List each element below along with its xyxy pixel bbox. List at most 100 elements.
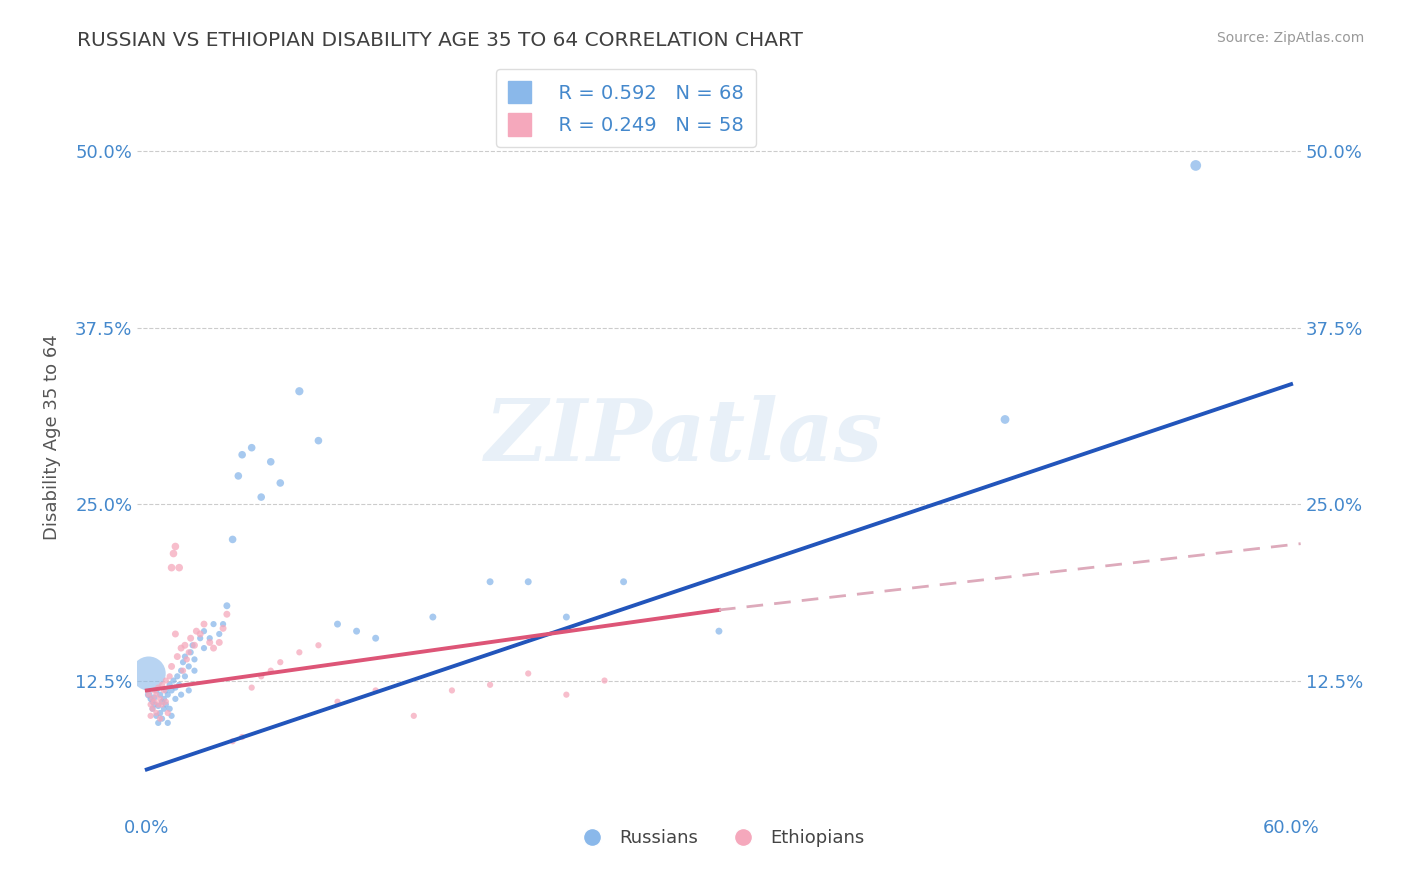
Point [156, 706, 179, 720]
Point [165, 692, 187, 706]
Point [180, 645, 202, 659]
Point [188, 627, 211, 641]
Point [165, 627, 187, 641]
Point [143, 683, 166, 698]
Point [177, 659, 200, 673]
Point [138, 666, 160, 681]
Point [167, 678, 190, 692]
Point [326, 617, 349, 632]
Point [269, 475, 291, 490]
Text: RUSSIAN VS ETHIOPIAN DISABILITY AGE 35 TO 64 CORRELATION CHART: RUSSIAN VS ETHIOPIAN DISABILITY AGE 35 T… [77, 31, 803, 50]
Point [517, 574, 540, 589]
Point [150, 698, 173, 712]
Point [141, 695, 163, 709]
Point [170, 664, 193, 678]
Point [240, 441, 263, 455]
Point [221, 734, 243, 748]
Point [260, 664, 283, 678]
Point [188, 631, 211, 645]
Point [479, 574, 502, 589]
Point [155, 695, 177, 709]
Point [269, 655, 291, 669]
Point [166, 669, 188, 683]
Point [180, 631, 202, 645]
Point [149, 692, 172, 706]
Point [202, 617, 225, 632]
Point [208, 635, 231, 649]
Point [141, 702, 163, 716]
Point [155, 698, 177, 712]
Point [145, 688, 167, 702]
Point [165, 681, 187, 695]
Point [212, 617, 235, 632]
Point [143, 690, 166, 705]
Point [156, 688, 179, 702]
Point [165, 540, 187, 554]
Point [166, 649, 188, 664]
Point [153, 702, 176, 716]
Point [198, 635, 221, 649]
Point [364, 631, 387, 645]
Point [174, 649, 197, 664]
Point [555, 688, 578, 702]
Point [364, 683, 387, 698]
Point [326, 695, 349, 709]
Point [159, 702, 181, 716]
Point [288, 645, 311, 659]
Text: Source: ZipAtlas.com: Source: ZipAtlas.com [1216, 31, 1364, 45]
Point [138, 688, 160, 702]
Point [145, 683, 167, 698]
Point [193, 624, 215, 639]
Point [221, 533, 243, 547]
Point [172, 664, 194, 678]
Point [177, 645, 200, 659]
Point [159, 678, 181, 692]
Point [402, 709, 425, 723]
Point [250, 669, 273, 683]
Point [208, 627, 231, 641]
Point [141, 692, 163, 706]
Point [240, 681, 263, 695]
Point [149, 706, 172, 720]
Point [174, 669, 197, 683]
Point [176, 652, 198, 666]
Point [307, 434, 329, 448]
Point [149, 712, 172, 726]
Point [162, 673, 184, 688]
Point [422, 610, 444, 624]
Point [994, 412, 1017, 426]
Point [172, 655, 194, 669]
Point [260, 455, 283, 469]
Point [202, 641, 225, 656]
Point [593, 673, 616, 688]
Point [150, 678, 173, 692]
Point [141, 702, 163, 716]
Point [177, 683, 200, 698]
Point [231, 448, 253, 462]
Point [170, 641, 193, 656]
Point [155, 673, 177, 688]
Point [156, 715, 179, 730]
Point [148, 698, 170, 713]
Point [149, 688, 172, 702]
Point [183, 638, 205, 652]
Point [170, 688, 193, 702]
Point [162, 547, 184, 561]
Point [479, 678, 502, 692]
Point [143, 698, 166, 712]
Point [139, 709, 162, 723]
Point [174, 638, 197, 652]
Point [160, 683, 183, 698]
Point [139, 698, 162, 712]
Point [148, 698, 170, 712]
Point [139, 692, 162, 706]
Point [440, 683, 463, 698]
Point [145, 706, 167, 720]
Point [150, 712, 173, 726]
Point [153, 692, 176, 706]
Point [193, 641, 215, 656]
Point [307, 638, 329, 652]
Point [155, 683, 177, 698]
Legend: Russians, Ethiopians: Russians, Ethiopians [567, 822, 872, 855]
Text: ZIPatlas: ZIPatlas [485, 395, 883, 479]
